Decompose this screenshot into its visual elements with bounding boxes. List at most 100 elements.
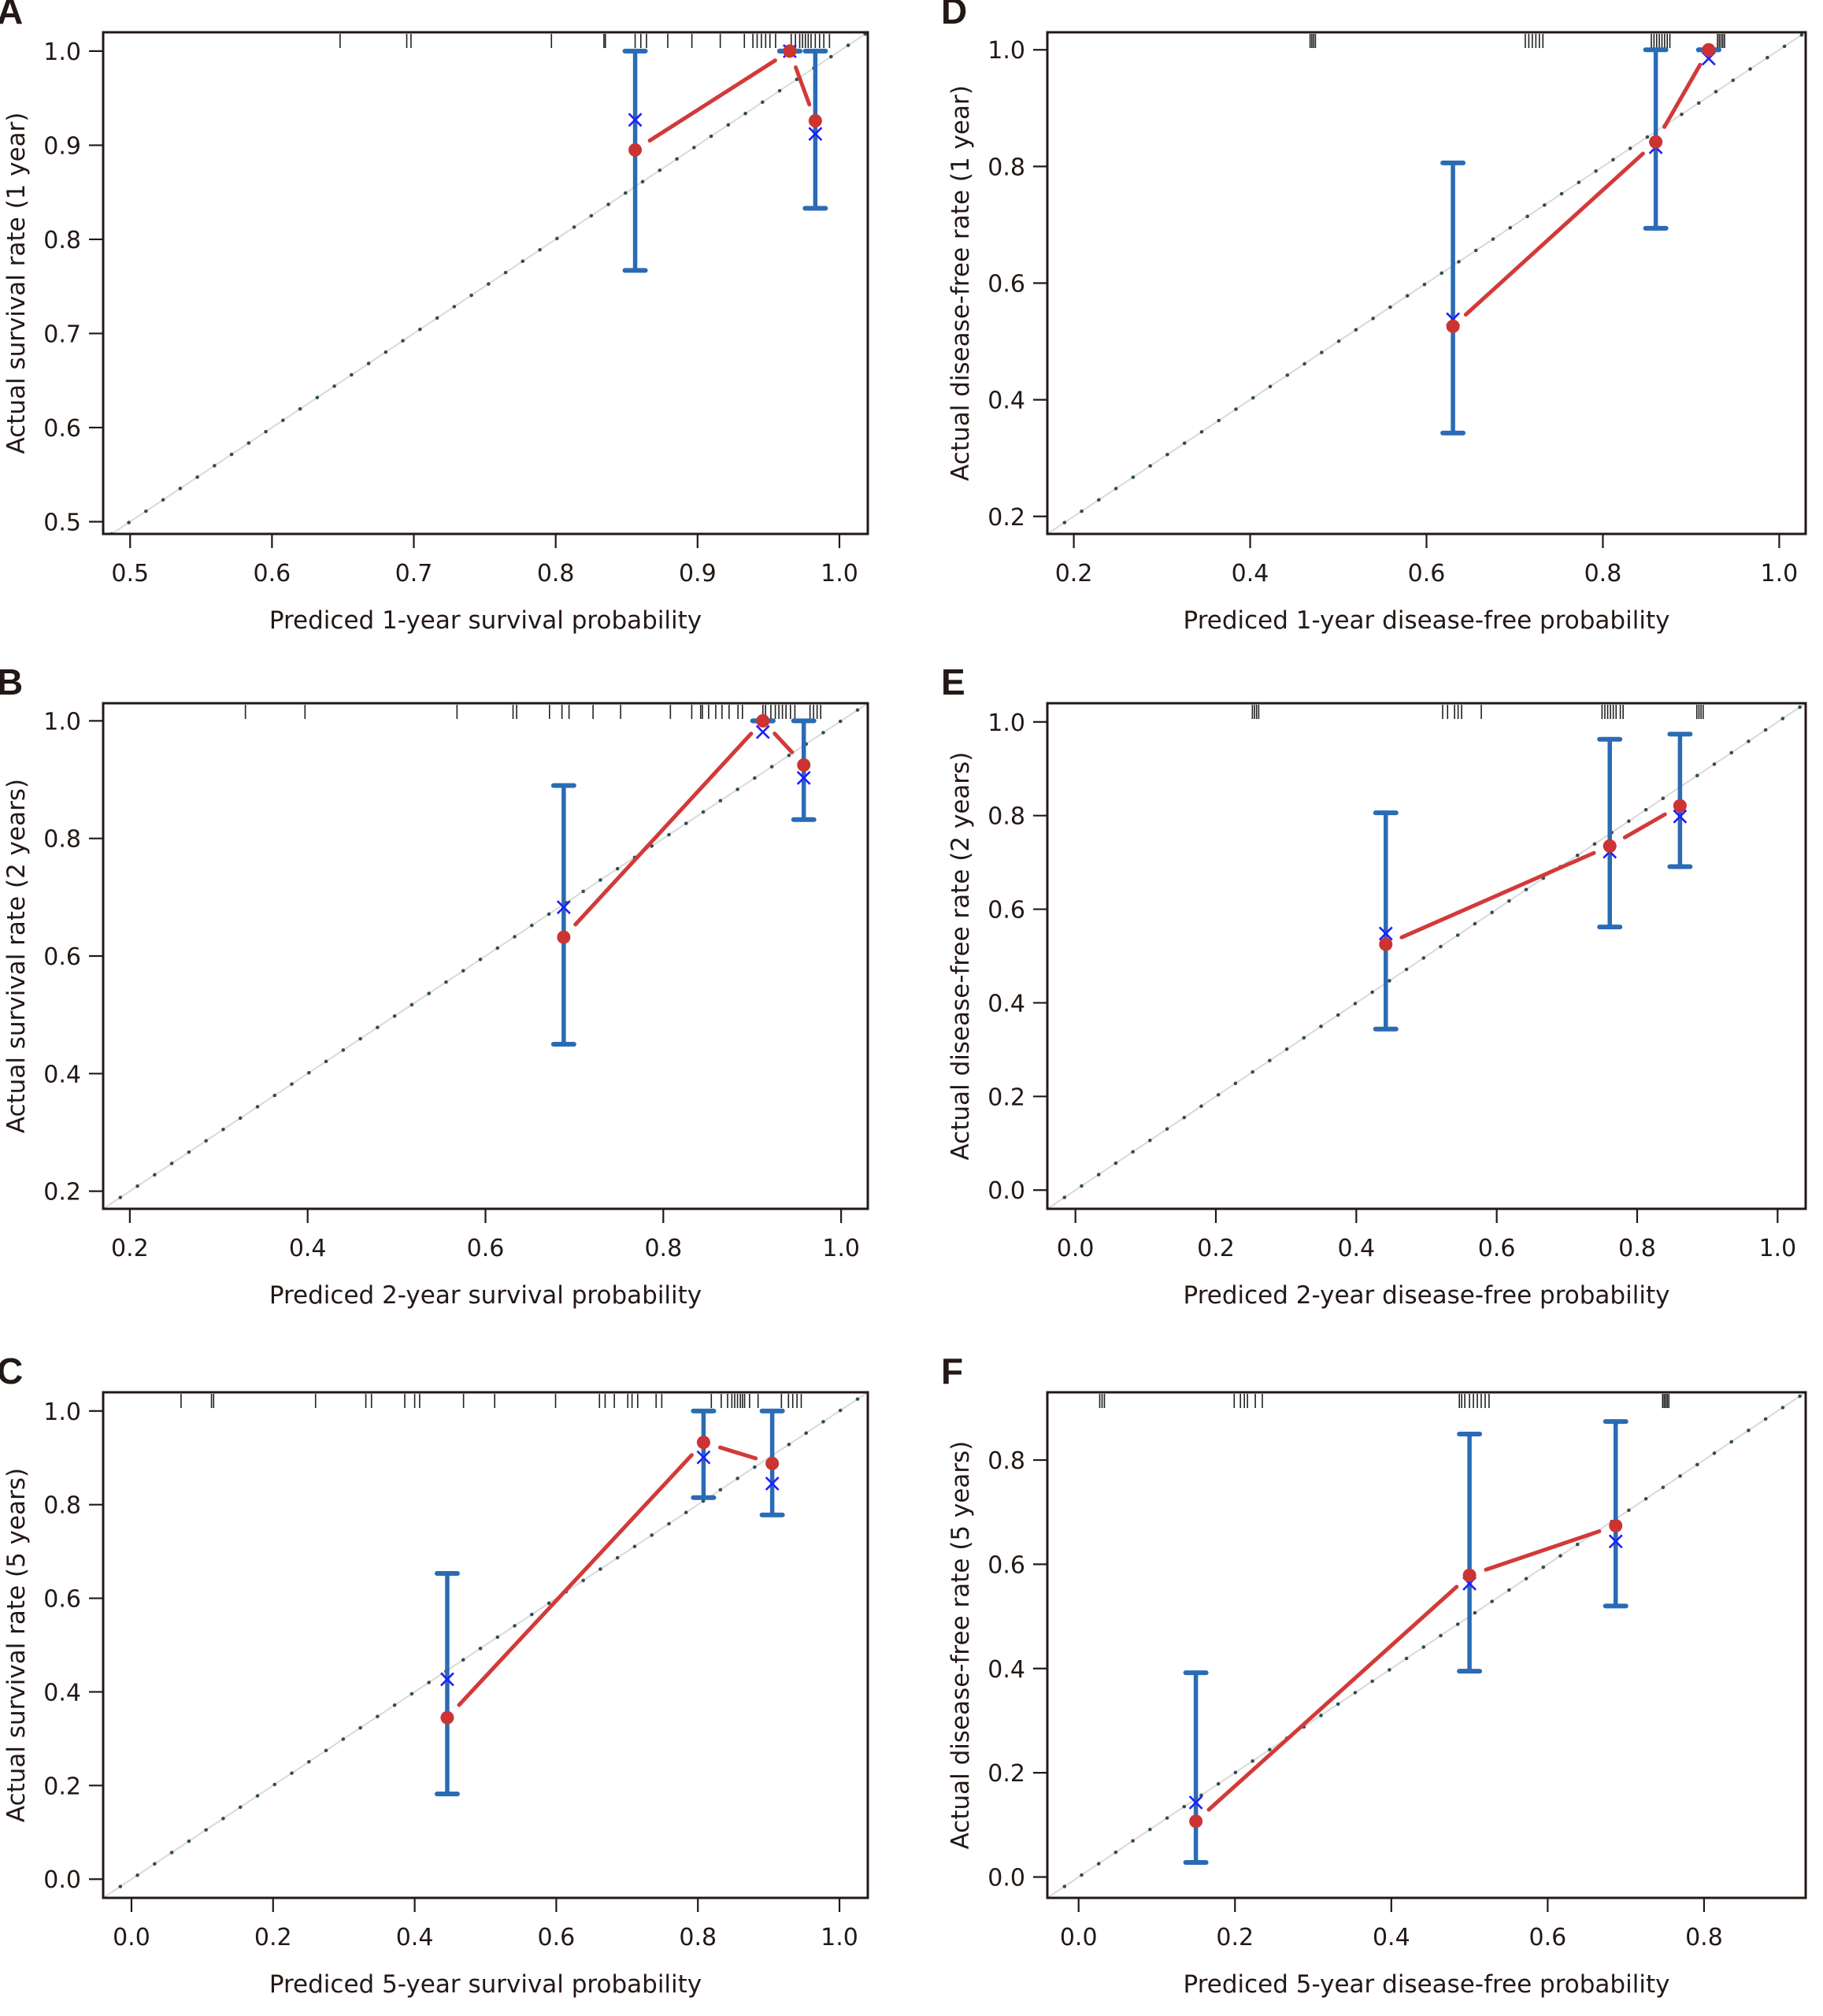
- x-tick-label: 0.4: [1232, 560, 1269, 587]
- y-axis-title: Actual survival rate (1 year): [2, 112, 31, 454]
- observed-point: [756, 713, 770, 728]
- x-tick-label: 0.6: [1529, 1924, 1567, 1951]
- km-marker: [1188, 1795, 1203, 1810]
- x-tick-label: 0.6: [254, 560, 291, 587]
- reference-line-dots: [109, 32, 868, 534]
- observed-line-segment: [793, 65, 812, 107]
- km-marker: [628, 113, 643, 128]
- x-tick-label: 0.4: [1337, 1235, 1375, 1262]
- y-tick-label: 0.2: [987, 504, 1025, 532]
- reference-line: [1047, 1392, 1806, 1898]
- observed-point: [797, 758, 811, 772]
- calibration-chart-c: C 0.0 0.2 0.4 0.6 0.8 1.0 0.0 0.2 0.4 0.6 0.8 1.0 Pre…: [0, 1351, 869, 1999]
- observed-line-segment: [1662, 62, 1703, 129]
- y-tick-label: 0.6: [987, 1551, 1025, 1579]
- x-tick-label: 0.0: [1060, 1924, 1098, 1951]
- error-bar: [1457, 1431, 1483, 1674]
- observed-line-segment: [457, 1453, 694, 1707]
- x-tick-label: 0.0: [1057, 1235, 1095, 1262]
- observed-point: [1702, 43, 1716, 57]
- x-tick-label: 0.6: [538, 1924, 576, 1951]
- plot-frame: [1046, 702, 1807, 1210]
- y-axis-title: Actual survival rate (2 years): [2, 779, 31, 1133]
- y-tick-label: 0.4: [43, 1679, 81, 1707]
- y-tick-label: 0.4: [987, 1656, 1025, 1684]
- x-tick-label: 1.0: [821, 1924, 858, 1951]
- km-marker: [765, 1476, 780, 1491]
- x-axis-title: Prediced 2-year survival probability: [269, 1281, 702, 1310]
- y-tick-label: 1.0: [43, 708, 81, 736]
- x-tick-label: 0.6: [1408, 560, 1446, 587]
- calibration-chart-a: A 0.5 0.6 0.7 0.8 0.9 1.0 0.5 0.6 0.7 0.8 0.9 1.0 Pre…: [0, 0, 869, 635]
- plot-area: [109, 32, 868, 534]
- x-tick-label: 0.4: [289, 1235, 327, 1262]
- y-axis-title: Actual survival rate (5 years): [2, 1468, 31, 1822]
- y-tick-label: 1.0: [43, 1399, 81, 1426]
- observed-line-segment: [647, 58, 777, 143]
- plot-area: [1047, 1392, 1806, 1898]
- error-bar: [802, 48, 828, 211]
- panel-label: E: [941, 662, 965, 702]
- km-marker: [440, 1672, 454, 1687]
- km-marker: [796, 770, 811, 785]
- panel-label: C: [0, 1351, 23, 1392]
- x-tick-label: 0.8: [644, 1235, 682, 1262]
- y-tick-label: 0.2: [987, 1760, 1025, 1788]
- error-bar: [434, 1571, 460, 1797]
- y-tick-label: 0.6: [987, 271, 1025, 298]
- y-tick-label: 1.0: [987, 37, 1025, 65]
- observed-point: [783, 44, 797, 58]
- x-axis-title: Prediced 1-year survival probability: [269, 606, 702, 635]
- y-axis-title: Actual disease-free rate (1 year): [947, 85, 975, 481]
- reference-line-dots: [1047, 1392, 1806, 1898]
- y-tick-label: 0.2: [43, 1773, 81, 1800]
- x-tick-label: 0.2: [1197, 1235, 1235, 1262]
- error-bar: [1597, 736, 1623, 930]
- x-tick-label: 0.2: [111, 1235, 149, 1262]
- panel-label: B: [0, 662, 23, 702]
- error-bar: [1440, 160, 1466, 435]
- x-tick-label: 0.4: [396, 1924, 434, 1951]
- error-bar: [1603, 1419, 1628, 1609]
- x-tick-label: 0.8: [1584, 560, 1622, 587]
- x-tick-label: 0.6: [467, 1235, 505, 1262]
- calibration-chart-e: E 0.0 0.2 0.4 0.6 0.8 1.0 0.0 0.2 0.4 0.6 0.8 1.0 Pre…: [941, 662, 1807, 1310]
- km-marker: [808, 127, 823, 141]
- y-tick-label: 0.9: [43, 132, 81, 160]
- y-tick-label: 0.7: [43, 321, 81, 348]
- reference-line: [103, 1392, 868, 1898]
- error-bar: [1183, 1670, 1209, 1865]
- y-tick-label: 0.6: [43, 943, 81, 971]
- km-marker: [1378, 926, 1393, 941]
- panel-label: D: [941, 0, 967, 32]
- panel-c: C 0.0 0.2 0.4 0.6 0.8 1.0 0.0 0.2 0.4 0.6 0.8 1.0 Pre…: [0, 1351, 884, 2016]
- y-tick-label: 0.4: [987, 990, 1025, 1017]
- observed-point: [1609, 1518, 1623, 1532]
- observed-point: [1603, 839, 1617, 853]
- x-tick-label: 0.2: [254, 1924, 292, 1951]
- x-tick-label: 0.9: [679, 560, 717, 587]
- km-marker: [1608, 1534, 1623, 1549]
- y-axis-title: Actual disease-free rate (2 years): [947, 752, 975, 1161]
- km-marker: [696, 1450, 711, 1465]
- error-bar: [1373, 810, 1399, 1032]
- y-axis-title: Actual disease-free rate (5 years): [947, 1441, 975, 1850]
- plot-area: [1047, 703, 1806, 1209]
- observed-point: [765, 1456, 780, 1470]
- x-axis-title: Prediced 5-year survival probability: [269, 1970, 702, 1999]
- observed-line-segment: [1399, 850, 1596, 939]
- observed-line-segment: [573, 732, 754, 927]
- observed-line-segment: [1622, 812, 1667, 839]
- y-tick-label: 0.8: [987, 154, 1025, 181]
- plot-frame: [102, 31, 869, 536]
- panel-label: F: [941, 1351, 963, 1392]
- x-tick-label: 0.8: [1618, 1235, 1656, 1262]
- panel-label: A: [0, 0, 23, 32]
- y-tick-label: 0.6: [43, 1586, 81, 1614]
- observed-point: [696, 1436, 710, 1450]
- y-tick-label: 1.0: [43, 39, 81, 66]
- observed-point: [808, 113, 822, 128]
- x-tick-label: 0.8: [1685, 1924, 1723, 1951]
- y-tick-label: 0.6: [987, 897, 1025, 925]
- observed-point: [1446, 319, 1460, 333]
